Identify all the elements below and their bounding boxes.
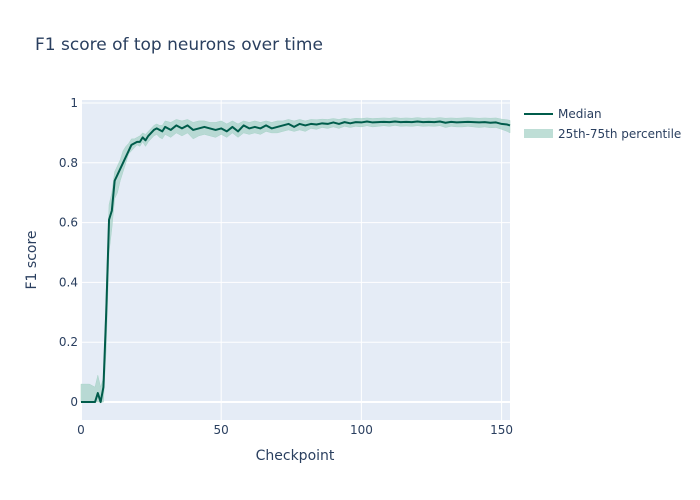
median-line-layer [81, 120, 511, 404]
y-tick-label: 0.8 [59, 156, 78, 170]
x-tick-label: 0 [77, 423, 85, 437]
y-tick-label: 1 [70, 96, 78, 110]
y-tick-label: 0.6 [59, 216, 78, 230]
percentile-band-area [80, 117, 511, 403]
y-axis-title: F1 score [24, 230, 40, 289]
x-tick-label: 100 [350, 423, 373, 437]
median-line [81, 120, 511, 404]
percentile-band-layer [80, 117, 511, 403]
x-tick-label: 150 [490, 423, 513, 437]
gridlines [80, 100, 510, 420]
x-tick-label: 50 [214, 423, 229, 437]
chart-title: F1 score of top neurons over time [35, 35, 323, 55]
legend-band-swatch[interactable] [524, 129, 553, 138]
legend[interactable]: Median 25th-75th percentile [524, 107, 681, 141]
y-tick-label: 0 [70, 395, 78, 409]
x-axis-title: Checkpoint [256, 448, 335, 464]
y-tick-label: 0.2 [59, 335, 78, 349]
y-tick-label: 0.4 [59, 275, 78, 289]
plot-background [81, 100, 510, 420]
x-axis-ticks: 0 50 100 150 [77, 423, 513, 437]
legend-median-label[interactable]: Median [558, 107, 602, 121]
legend-band-label[interactable]: 25th-75th percentile [558, 127, 681, 141]
y-axis-ticks: 0 0.2 0.4 0.6 0.8 1 [59, 96, 78, 409]
